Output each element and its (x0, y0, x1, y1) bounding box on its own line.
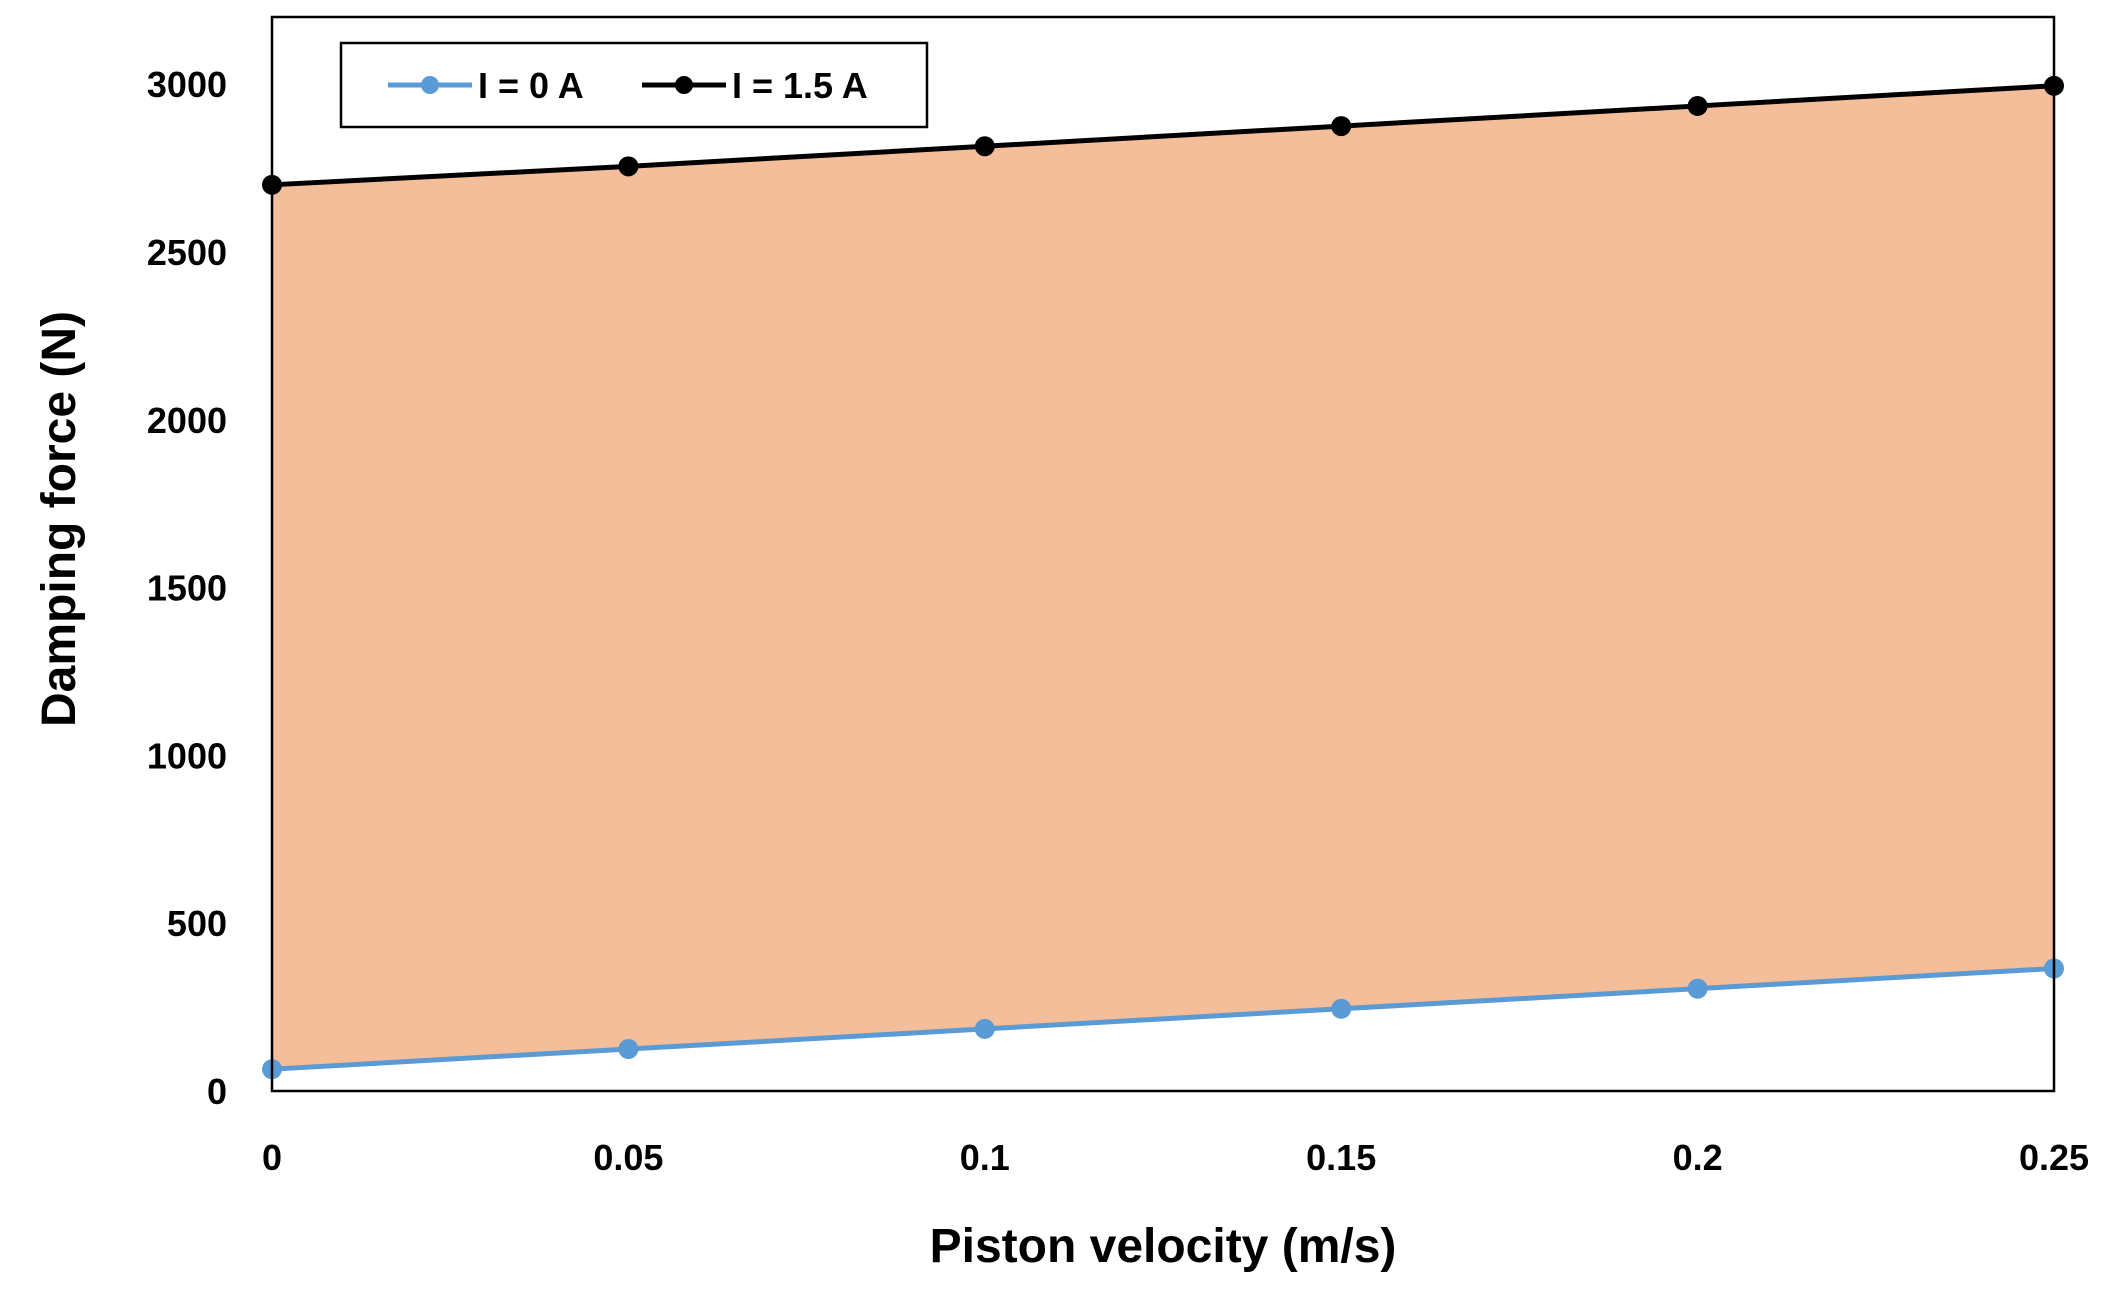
data-point-i-1-5-a (1687, 95, 1708, 116)
data-point-i-1-5-a (974, 136, 995, 157)
x-tick-label: 0 (262, 1137, 282, 1178)
x-tick-label: 0.1 (960, 1137, 1010, 1178)
fill-region-layer (272, 85, 2054, 1070)
x-tick-label: 0.25 (2019, 1137, 2089, 1178)
y-tick-label: 3000 (147, 64, 227, 105)
data-point-i-0-a (618, 1039, 639, 1060)
data-point-i-0-a (1687, 978, 1708, 999)
data-point-i-1-5-a (618, 156, 639, 177)
data-point-i-0-a (974, 1018, 995, 1039)
legend-label-i-0a: I = 0 A (478, 65, 584, 106)
legend: I = 0 A I = 1.5 A (339, 41, 929, 129)
fill-region-between-series (272, 85, 2054, 1070)
data-point-i-1-5-a (1331, 116, 1352, 137)
series-line-i-1-5-a (271, 83, 2055, 188)
legend-swatch-marker-i-0a (421, 76, 439, 94)
series-i-1-5-a (262, 75, 2064, 195)
x-tick-label: 0.2 (1673, 1137, 1723, 1178)
legend-swatch-marker-i-1-5a (675, 76, 693, 94)
series-line-i-0-a (271, 966, 2055, 1072)
x-axis-title: Piston velocity (m/s) (930, 1220, 1397, 1273)
data-point-i-0-a (1331, 998, 1352, 1019)
y-tick-label: 1500 (147, 568, 227, 609)
y-axis-ticks: 0 500 1000 1500 2000 2500 3000 (147, 64, 227, 1112)
y-tick-label: 0 (207, 1071, 227, 1112)
x-tick-label: 0.05 (593, 1137, 663, 1178)
y-tick-label: 1000 (147, 735, 227, 776)
x-tick-label: 0.15 (1306, 1137, 1376, 1178)
y-axis-title: Damping force (N) (33, 311, 86, 727)
y-tick-label: 500 (167, 903, 227, 944)
plot-area-frame (270, 15, 2056, 1093)
y-tick-label: 2500 (147, 232, 227, 273)
y-tick-label: 2000 (147, 400, 227, 441)
x-axis-ticks: 0 0.05 0.1 0.15 0.2 0.25 (262, 1137, 2089, 1178)
legend-label-i-1-5a: I = 1.5 A (732, 65, 868, 106)
